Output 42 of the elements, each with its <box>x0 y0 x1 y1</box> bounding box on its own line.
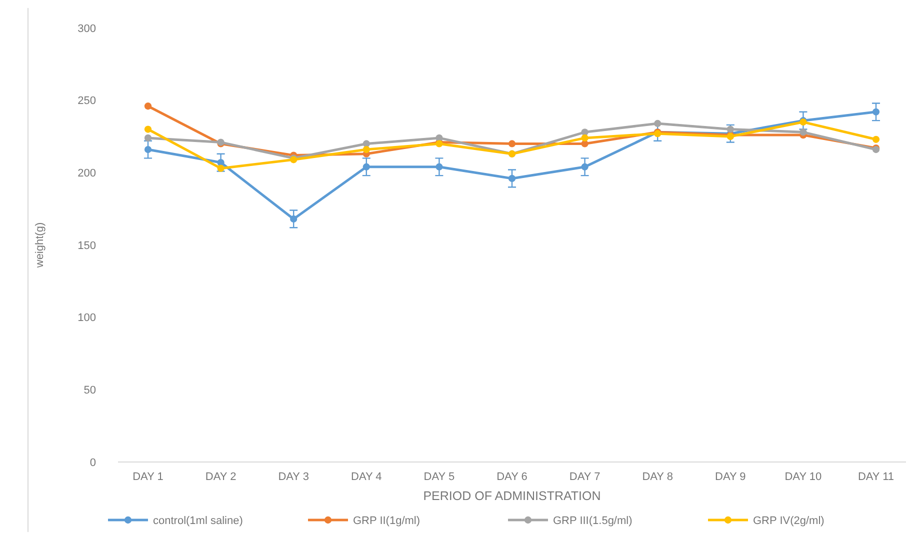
point <box>581 163 588 170</box>
x-tick-label: DAY 4 <box>351 471 382 483</box>
x-tick-label: DAY 9 <box>715 471 746 483</box>
point <box>362 146 370 154</box>
x-tick-label: DAY 2 <box>205 471 236 483</box>
x-tick-label: DAY 6 <box>496 471 528 483</box>
y-tick-label: 250 <box>78 95 96 108</box>
point <box>436 163 443 170</box>
legend-label: GRP IV(2g/ml) <box>753 514 824 527</box>
legend-label: GRP II(1g/ml) <box>353 514 420 527</box>
point <box>872 108 880 116</box>
x-tick-label: DAY 5 <box>424 471 455 483</box>
point <box>144 134 152 142</box>
point <box>362 163 370 170</box>
y-tick-label: 100 <box>78 312 96 324</box>
y-axis-title: weight(g) <box>34 222 46 269</box>
point <box>508 140 516 148</box>
legend-label: GRP III(1.5g/ml) <box>553 514 632 527</box>
y-tick-label: 0 <box>90 456 96 469</box>
point <box>581 134 588 142</box>
point <box>144 102 152 110</box>
point <box>144 146 152 154</box>
x-tick-label: DAY 3 <box>278 471 309 483</box>
point <box>508 174 516 182</box>
x-tick-label: DAY 8 <box>642 471 673 483</box>
x-tick-label: DAY 7 <box>569 471 600 483</box>
point <box>726 126 734 133</box>
x-tick-label: DAY 1 <box>132 471 164 483</box>
y-tick-label: 150 <box>78 240 96 252</box>
y-tick-label: 50 <box>84 384 96 397</box>
point <box>872 136 880 143</box>
point <box>217 164 224 172</box>
legend-label: control(1ml saline) <box>153 514 243 527</box>
point <box>144 126 152 133</box>
y-tick-label: 200 <box>78 168 96 180</box>
y-tick-label: 300 <box>78 22 96 35</box>
x-tick-label: DAY 10 <box>784 471 822 483</box>
point <box>800 128 807 136</box>
x-axis-title: PERIOD OF ADMINISTRATION <box>423 489 601 503</box>
point <box>654 120 662 128</box>
x-tick-label: DAY 11 <box>858 471 894 483</box>
point <box>290 215 298 223</box>
